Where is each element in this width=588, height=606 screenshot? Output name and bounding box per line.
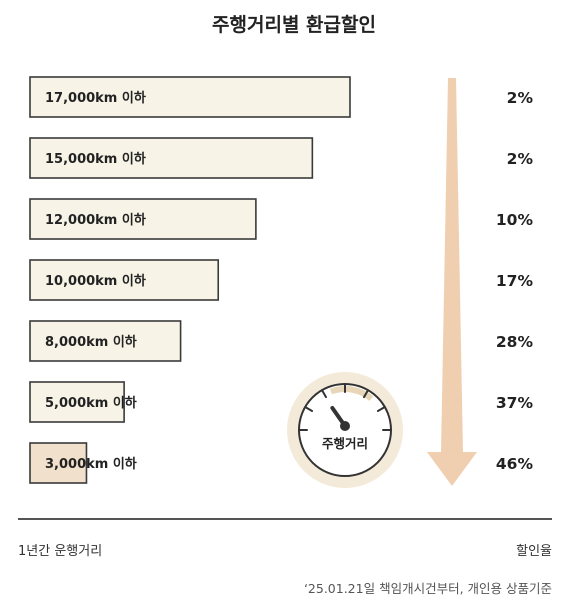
bar	[29, 320, 182, 362]
value-label: 10%	[496, 211, 534, 229]
gauge-tick	[304, 406, 314, 412]
value-label: 28%	[496, 333, 534, 351]
chart-title: 주행거리별 환급할인	[212, 14, 376, 36]
divider	[18, 518, 552, 520]
x-axis-label: 1년간 운행거리	[18, 544, 103, 559]
y-axis-label: 할인율	[516, 544, 552, 559]
category-label: 17,000km 이하	[45, 90, 146, 106]
bar	[29, 259, 220, 301]
bar	[29, 198, 257, 240]
value-label: 46%	[496, 455, 534, 473]
speedometer-icon: 주행거리	[287, 372, 403, 488]
category-label: 8,000km 이하	[45, 334, 137, 350]
bar	[29, 381, 125, 423]
category-label: 15,000km 이하	[45, 151, 146, 167]
bar	[29, 442, 88, 484]
gauge-hub	[340, 421, 350, 431]
gauge-tick	[321, 389, 327, 399]
bar	[29, 76, 351, 118]
category-label: 12,000km 이하	[45, 212, 146, 228]
gauge-label: 주행거리	[322, 436, 368, 451]
down-arrow-icon	[427, 78, 477, 486]
footnote: ‘25.01.21일 책임개시건부터, 개인용 상품기준	[303, 581, 552, 596]
value-label: 17%	[496, 272, 534, 290]
gauge-tick	[376, 406, 386, 412]
value-label: 37%	[496, 394, 534, 412]
bar	[29, 137, 314, 179]
value-label: 2%	[507, 89, 534, 107]
gauge-arc	[329, 386, 374, 401]
category-label: 3,000km 이하	[45, 456, 137, 472]
category-label: 10,000km 이하	[45, 273, 146, 289]
value-label: 2%	[507, 150, 534, 168]
gauge-tick	[363, 389, 369, 399]
category-label: 5,000km 이하	[45, 395, 137, 411]
